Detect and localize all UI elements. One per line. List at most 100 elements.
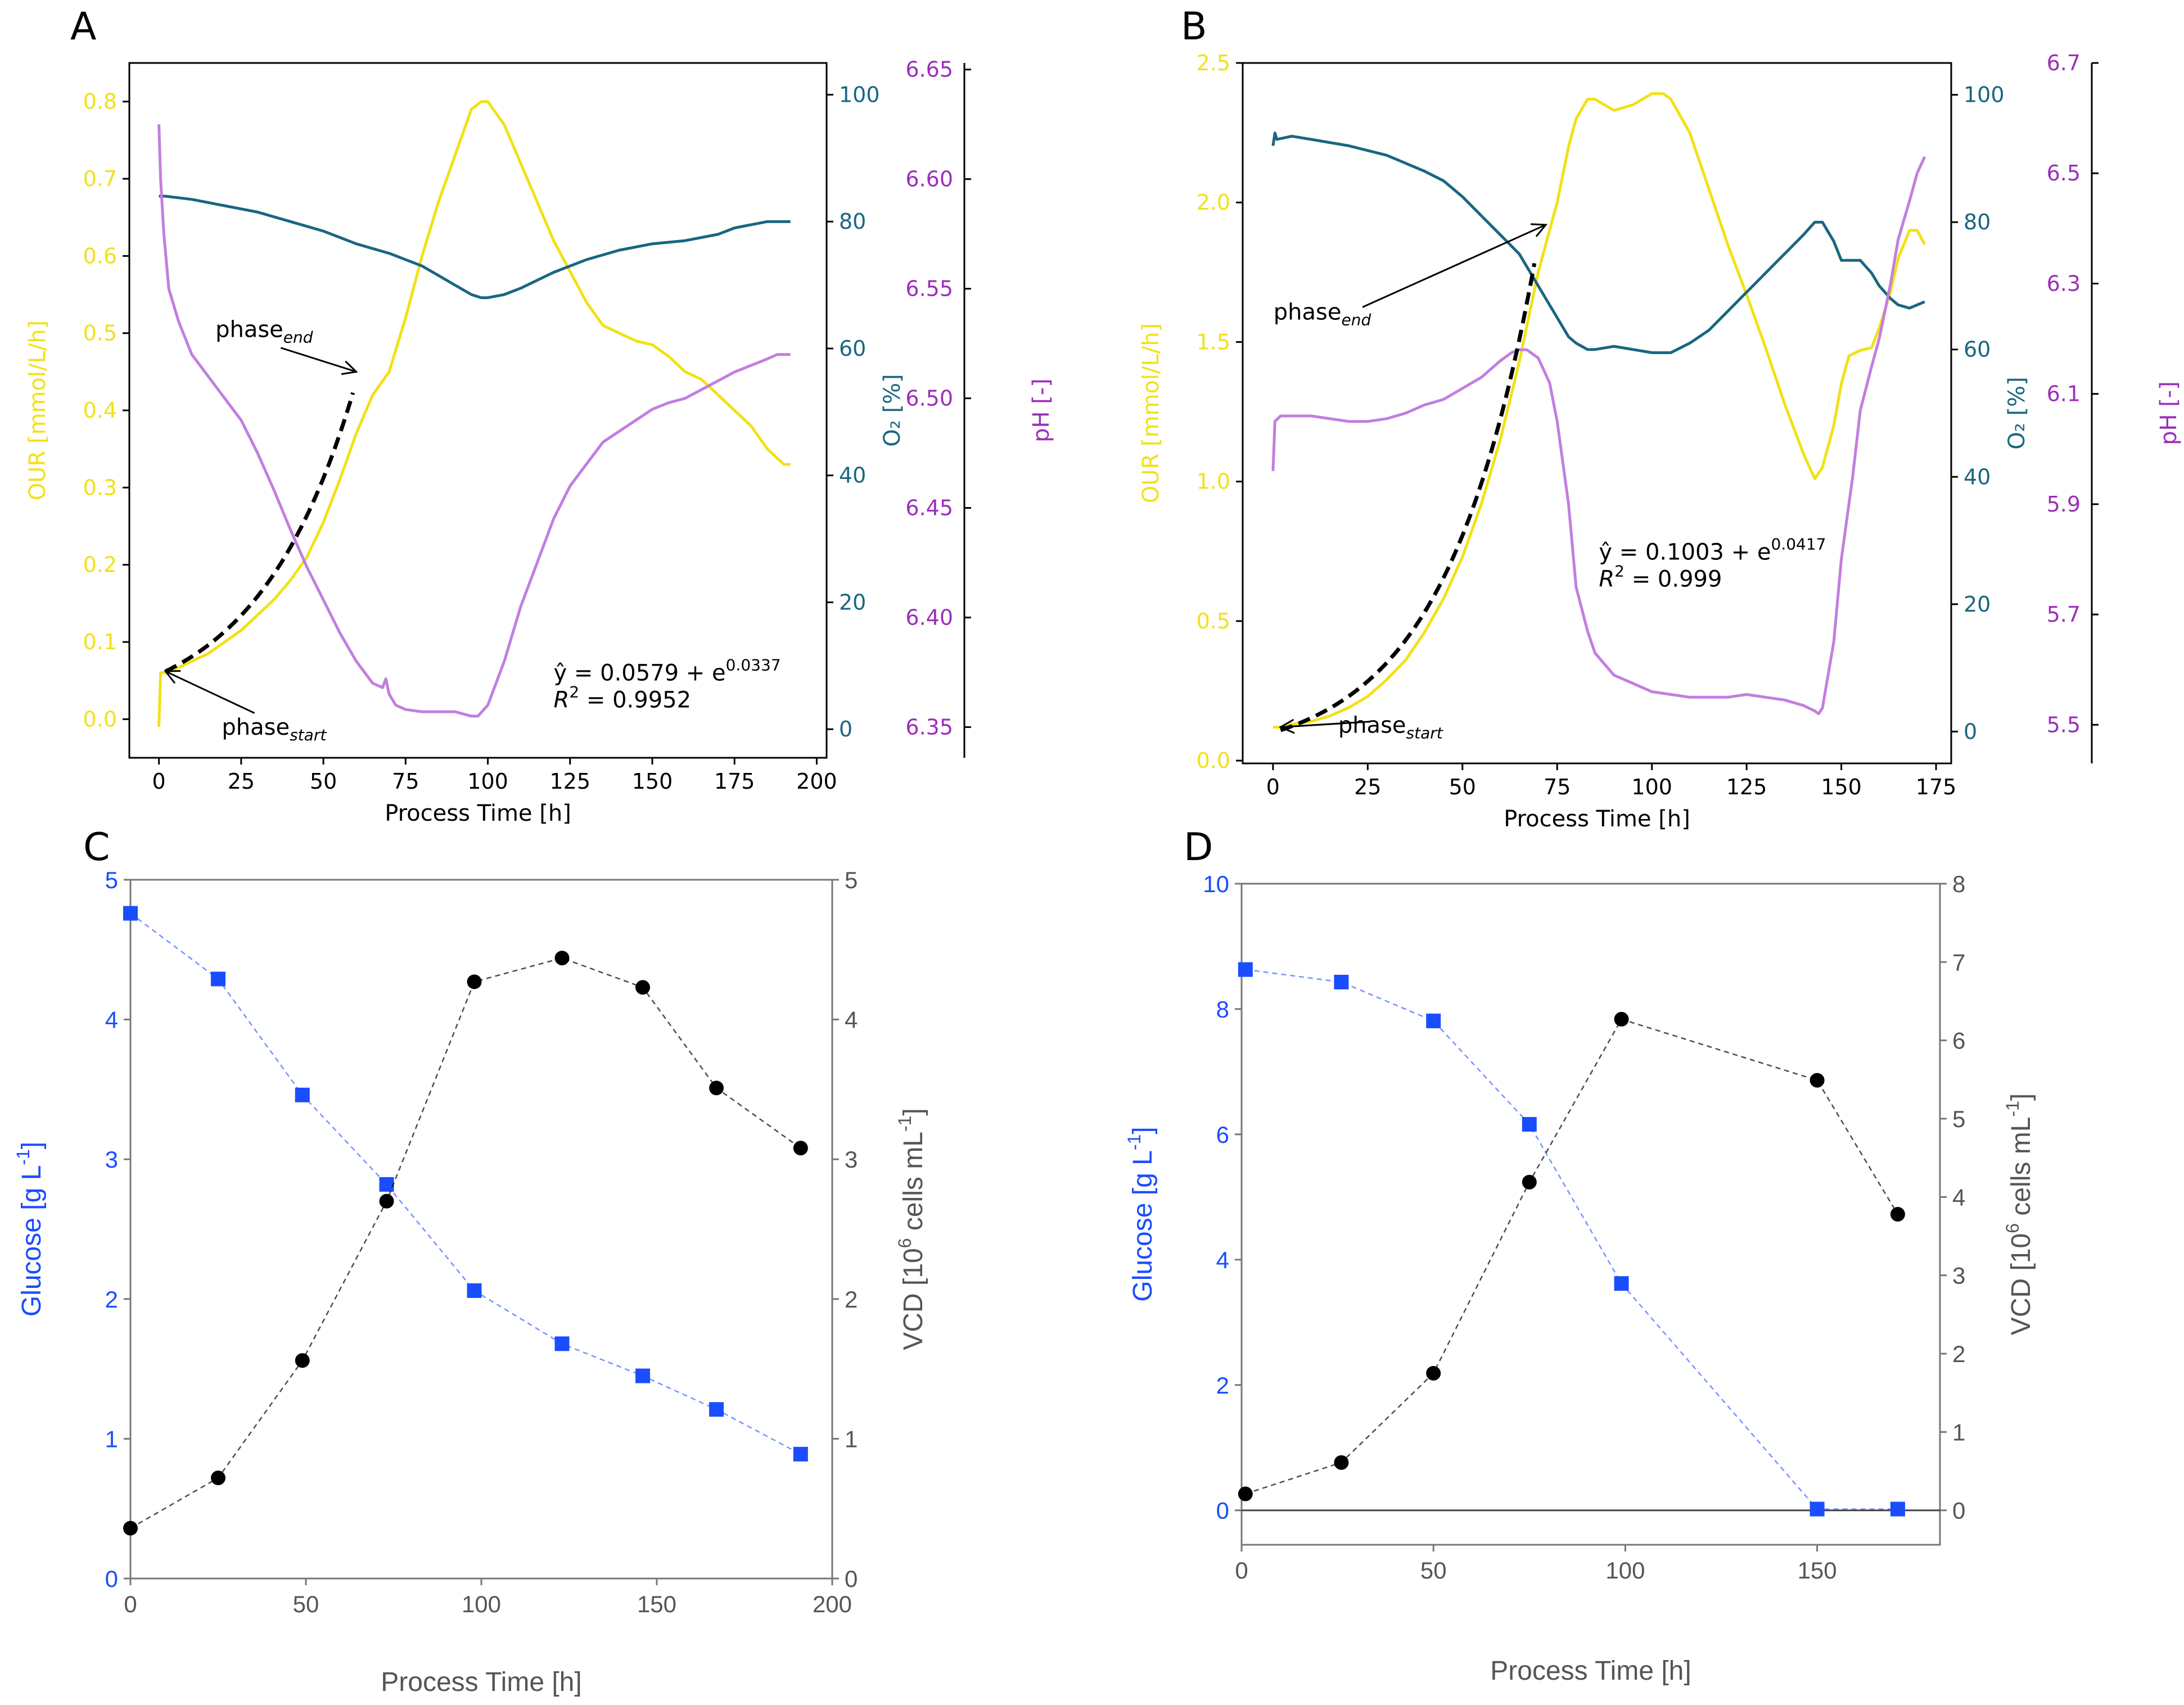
panel-label: D bbox=[1184, 825, 1213, 870]
x-tick-label: 0 bbox=[152, 769, 166, 794]
x-tick-label: 75 bbox=[392, 769, 419, 794]
label-superscript: 6 bbox=[895, 1238, 915, 1248]
x-tick-label: 200 bbox=[813, 1591, 852, 1617]
y-right1-axis-label: O₂ [%] bbox=[879, 374, 905, 446]
y-left-axis-label: OUR [mmol/L/h] bbox=[25, 320, 51, 501]
label-superscript: 6 bbox=[2002, 1223, 2023, 1233]
y-right-tick-label: 3 bbox=[845, 1146, 858, 1173]
series-o2-line bbox=[159, 195, 791, 300]
glucose-point bbox=[1238, 962, 1253, 977]
y-right1-tick-label: 0 bbox=[1964, 719, 1977, 744]
label-main: VCD [10 bbox=[899, 1248, 928, 1350]
y-right2-tick-label: 6.1 bbox=[2047, 382, 2081, 406]
x-axis-label: Process Time [h] bbox=[1504, 806, 1690, 832]
fit-r2: R2 = 0.999 bbox=[1599, 562, 1722, 593]
y-left-tick-label: 0.8 bbox=[83, 89, 117, 114]
annotation-main: phase bbox=[1274, 300, 1342, 325]
x-tick-label: 100 bbox=[1605, 1557, 1645, 1584]
y-right1-tick-label: 20 bbox=[1964, 592, 1991, 617]
equation-exponent: 0.0417 bbox=[1771, 535, 1826, 554]
y-left-tick-label: 0.3 bbox=[83, 475, 117, 500]
x-tick-label: 175 bbox=[714, 769, 755, 794]
label-end: ] bbox=[17, 1142, 47, 1149]
y-right-tick-label: 3 bbox=[1952, 1263, 1965, 1289]
glucose-point bbox=[554, 1336, 570, 1351]
glucose-point bbox=[1890, 1502, 1905, 1517]
y-right2-tick-label: 6.50 bbox=[905, 386, 953, 411]
glucose-point bbox=[123, 906, 138, 921]
y-left-tick-label: 2 bbox=[1216, 1372, 1229, 1399]
vcd-point bbox=[1614, 1012, 1629, 1027]
y-right-tick-label: 4 bbox=[845, 1007, 858, 1033]
panel-label: A bbox=[70, 4, 97, 49]
y-left-tick-label: 0.4 bbox=[83, 398, 117, 423]
x-tick-label: 50 bbox=[293, 1591, 319, 1617]
r2-value: = 0.999 bbox=[1625, 567, 1722, 593]
annotation-arrow-head bbox=[164, 670, 181, 684]
vcd-point bbox=[123, 1521, 138, 1536]
annotation-subscript: start bbox=[1406, 723, 1443, 742]
y-left-axis-label: OUR [mmol/L/h] bbox=[1138, 323, 1164, 504]
r2-value: = 0.9952 bbox=[579, 688, 691, 713]
fit-equation: ŷ = 0.1003 + e0.0417 bbox=[1599, 535, 1826, 566]
y-right2-tick-label: 6.60 bbox=[905, 167, 953, 192]
y-left-tick-label: 0.0 bbox=[1197, 748, 1230, 773]
glucose-point bbox=[709, 1402, 724, 1417]
annotation-subscript: end bbox=[283, 328, 313, 347]
fit-equation: ŷ = 0.0579 + e0.0337 bbox=[554, 656, 781, 686]
y-right1-tick-label: 80 bbox=[1964, 210, 1991, 234]
vcd-point bbox=[1522, 1174, 1537, 1190]
y-left-tick-label: 2.5 bbox=[1197, 51, 1230, 75]
y-left-tick-label: 0.1 bbox=[83, 630, 117, 654]
label-superscript: -1 bbox=[2002, 1101, 2023, 1116]
exponential-fit-line bbox=[164, 392, 355, 673]
vcd-point bbox=[1334, 1455, 1349, 1470]
label-superscript: -1 bbox=[895, 1116, 915, 1132]
vcd-point bbox=[1426, 1365, 1441, 1381]
glucose-point bbox=[1614, 1276, 1629, 1291]
label-end: ] bbox=[1128, 1127, 1158, 1134]
y-right-tick-label: 0 bbox=[845, 1566, 858, 1592]
y-right2-axis-label: pH [-] bbox=[2156, 381, 2182, 445]
y-right-tick-label: 4 bbox=[1952, 1184, 1965, 1210]
r2-superscript: 2 bbox=[1614, 562, 1625, 581]
fit-r2: R2 = 0.9952 bbox=[554, 683, 692, 713]
x-axis-label: Process Time [h] bbox=[385, 801, 571, 826]
y-left-tick-label: 0.5 bbox=[83, 321, 117, 346]
x-tick-label: 150 bbox=[1821, 775, 1862, 799]
vcd-point bbox=[554, 951, 570, 966]
glucose-point bbox=[1522, 1117, 1537, 1132]
glucose-point bbox=[379, 1177, 394, 1192]
annotation-subscript: start bbox=[290, 726, 327, 744]
equation-exponent: 0.0337 bbox=[726, 656, 781, 675]
plot-frame bbox=[1242, 62, 1952, 765]
panel-label: C bbox=[83, 825, 110, 870]
label-main: Glucose [g L bbox=[1128, 1150, 1158, 1301]
glucose-point bbox=[1810, 1502, 1825, 1517]
x-tick-label: 200 bbox=[796, 769, 837, 794]
label-end: ] bbox=[2006, 1093, 2036, 1101]
y-right-tick-label: 6 bbox=[1952, 1028, 1965, 1054]
annotation-arrow-line bbox=[165, 670, 255, 714]
y-left-tick-label: 3 bbox=[105, 1146, 118, 1173]
y-right1-tick-label: 100 bbox=[839, 82, 880, 107]
x-tick-label: 175 bbox=[1916, 775, 1957, 799]
annotation-arrow-head bbox=[1531, 223, 1548, 237]
y-right2-tick-label: 6.35 bbox=[905, 714, 953, 739]
label-superscript: -1 bbox=[13, 1149, 33, 1165]
y-left-tick-label: 0.2 bbox=[83, 553, 117, 577]
y-right1-tick-label: 100 bbox=[1964, 83, 2005, 107]
panel-label: B bbox=[1181, 4, 1207, 49]
y-right1-tick-label: 40 bbox=[839, 463, 866, 488]
y-right1-tick-label: 0 bbox=[839, 717, 852, 741]
x-tick-label: 0 bbox=[1235, 1557, 1248, 1584]
y-right2-tick-label: 5.7 bbox=[2047, 602, 2081, 627]
y-left-tick-label: 5 bbox=[105, 867, 118, 893]
r2-superscript: 2 bbox=[569, 683, 579, 702]
series-ph-line bbox=[1271, 156, 1926, 716]
x-tick-label: 50 bbox=[1420, 1557, 1447, 1584]
x-tick-label: 100 bbox=[462, 1591, 501, 1617]
x-tick-label: 150 bbox=[632, 769, 673, 794]
annotation-arrow-line bbox=[1280, 721, 1371, 728]
